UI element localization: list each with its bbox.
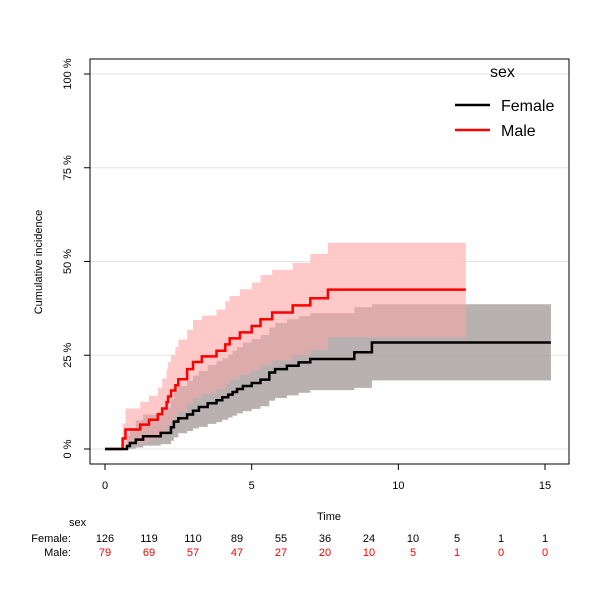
x-axis-label: Time [317,511,341,523]
y-axis-label: Cumulative incidence [33,210,45,315]
x-tick-label-0: 0 [102,480,108,492]
risk-value: 10 [363,547,375,559]
risk-row-label-0: Female: [31,533,71,545]
risk-value: 0 [498,547,504,559]
risk-value: 10 [407,533,419,545]
risk-value: 55 [275,533,287,545]
risk-value: 57 [187,547,199,559]
risk-value: 5 [454,533,460,545]
legend-label-female: Female [501,98,554,115]
confidence-bands [105,242,551,449]
series-line-male [105,288,466,451]
confidence-band-male [105,242,466,449]
x-tick-label-2: 10 [392,480,404,492]
risk-value: 126 [96,533,114,545]
risk-value: 1 [498,533,504,545]
y-tick-label-4: 100 % [62,58,74,89]
risk-value: 119 [140,533,158,545]
risk-value: 20 [319,547,331,559]
risk-value: 110 [184,533,202,545]
legend-label-male: Male [501,123,536,140]
y-tick-label-1: 25 % [62,342,74,367]
confidence-band-overlap [105,304,551,449]
legend-title: sex [490,64,515,81]
x-tick-label-1: 5 [249,480,255,492]
risk-value: 0 [542,547,548,559]
y-tick-label-2: 50 % [62,249,74,274]
risk-value: 27 [275,547,287,559]
risk-table-title: sex [69,517,87,529]
y-tick-label-0: 0 % [62,439,74,458]
risk-value: 89 [231,533,243,545]
risk-value: 79 [99,547,111,559]
series-line-female [105,341,551,451]
risk-value: 1 [542,533,548,545]
risk-value: 1 [454,547,460,559]
risk-value: 36 [319,533,331,545]
risk-value: 47 [231,547,243,559]
x-tick-label-3: 15 [539,480,551,492]
series-lines [105,288,551,451]
axes: 0 % 25 % 50 % 75 % 100 % 0 5 10 15 [62,58,551,492]
legend: sex Female Male [455,64,554,140]
risk-value: 5 [410,547,416,559]
risk-value: 24 [363,533,375,545]
risk-row-label-1: Male: [44,547,71,559]
y-tick-label-3: 75 % [62,155,74,180]
confidence-band-female [105,304,551,449]
risk-value: 69 [143,547,155,559]
